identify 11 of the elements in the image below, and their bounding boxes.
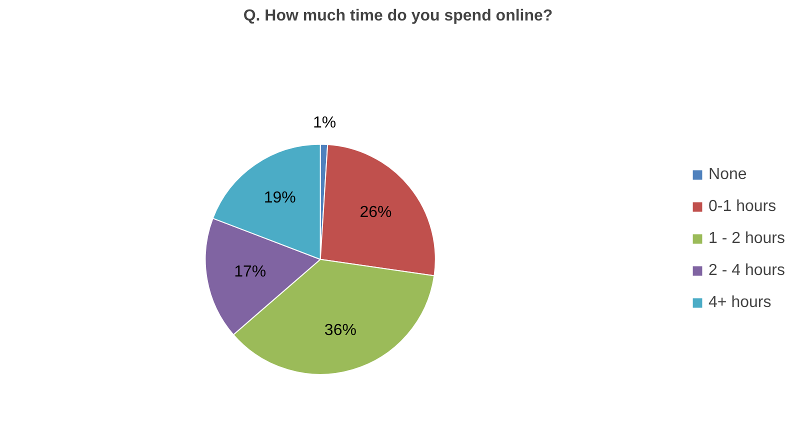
legend-label: 2 - 4 hours xyxy=(708,262,785,280)
data-label: 1% xyxy=(312,114,336,132)
legend-label: None xyxy=(708,166,747,184)
data-label: 26% xyxy=(360,204,392,222)
data-label: 19% xyxy=(264,190,296,207)
data-label: 36% xyxy=(324,322,356,340)
legend-label: 0-1 hours xyxy=(708,198,776,216)
legend-label: 4+ hours xyxy=(708,294,772,312)
data-label: 17% xyxy=(234,264,266,281)
legend-label: 1 - 2 hours xyxy=(708,230,785,248)
chart-title: Q. How much time do you spend online? xyxy=(243,8,553,24)
